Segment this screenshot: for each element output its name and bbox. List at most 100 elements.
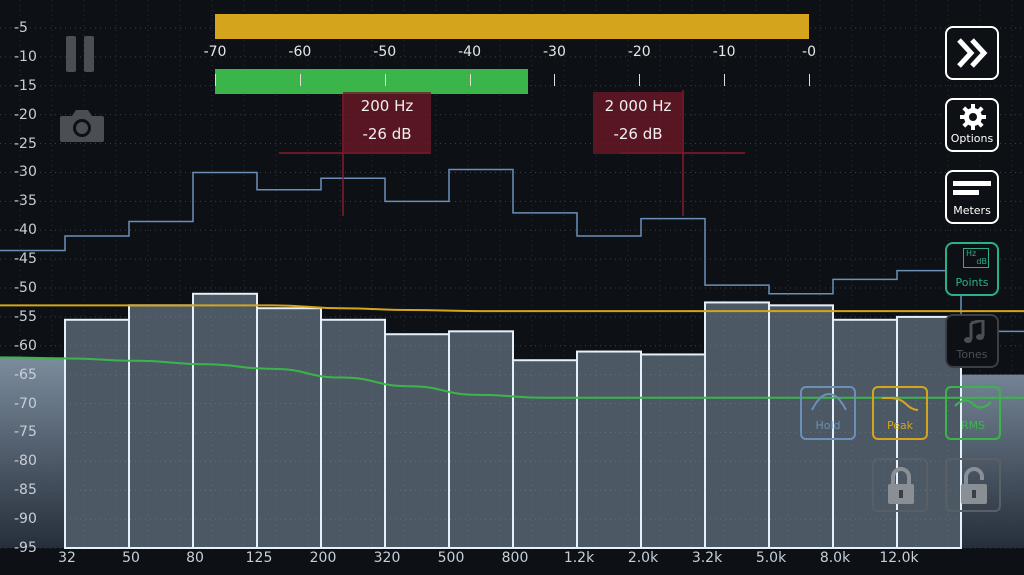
points-label: Points	[955, 276, 989, 289]
meters-icon	[953, 181, 991, 195]
y-tick-label: -5	[14, 20, 28, 36]
forward-button[interactable]	[945, 26, 999, 80]
x-tick-label: 800	[501, 550, 529, 566]
hold-label: Hold	[815, 419, 841, 432]
lock-button-2[interactable]	[945, 458, 1001, 512]
meter-tick	[639, 74, 641, 86]
spectrum-bar	[832, 318, 898, 549]
meter-tick-label: -50	[373, 44, 397, 60]
tones-button[interactable]: Tones	[945, 314, 999, 368]
spectrum-bar	[64, 318, 130, 549]
y-tick-label: -55	[14, 308, 37, 325]
spectrum-bar	[640, 353, 706, 550]
y-tick-label: -95	[14, 540, 37, 556]
meter-tick	[809, 74, 810, 86]
peak-button[interactable]: Peak	[872, 386, 928, 440]
meter-tick	[299, 74, 301, 86]
y-tick-label: -20	[14, 106, 37, 123]
y-tick-label: -80	[14, 453, 37, 470]
x-tick-label: 3.2k	[691, 550, 723, 566]
marker-freq: 2 000 Hz	[604, 97, 672, 115]
meter-tick-label: -0	[802, 44, 816, 60]
spectrum-bar	[448, 330, 514, 550]
meter-tick-label: -20	[627, 44, 651, 60]
points-button[interactable]: Hz dB Points	[945, 242, 999, 296]
rms-level-bar	[215, 69, 528, 94]
y-tick-label: -30	[14, 164, 37, 181]
x-tick-label: 80	[186, 550, 204, 566]
x-tick-label: 125	[245, 550, 273, 566]
y-tick-label: -35	[14, 193, 37, 210]
meter-tick	[215, 74, 216, 86]
unlock-icon	[958, 466, 990, 510]
y-tick-label: -75	[14, 424, 37, 441]
lock-button-1[interactable]	[872, 458, 928, 512]
y-tick-label: -40	[14, 222, 37, 239]
meter-tick-label: -10	[712, 44, 736, 60]
gear-icon	[960, 104, 986, 134]
hold-line	[0, 168, 1024, 333]
rms-label: RMS	[960, 419, 986, 432]
rms-curve-icon	[953, 392, 993, 416]
x-tick-label: 320	[373, 550, 401, 566]
y-tick-label: -50	[14, 280, 37, 296]
spectrum-bar	[576, 350, 642, 549]
spectrum-bar	[192, 292, 258, 549]
pause-icon[interactable]	[64, 36, 100, 72]
x-tick-label: 5.0k	[755, 550, 787, 566]
x-tick-label: 500	[437, 550, 465, 566]
double-chevron-right-icon	[953, 34, 991, 76]
hold-curve-icon	[810, 392, 848, 416]
spectrum-bar	[384, 333, 450, 549]
marker-2000hz-label[interactable]: 2 000 Hz -26 dB	[593, 92, 683, 154]
x-tick-label: 12.0k	[879, 550, 919, 566]
options-button[interactable]: Options	[945, 98, 999, 152]
y-tick-label: -85	[14, 482, 37, 499]
y-tick-label: -90	[14, 511, 37, 528]
x-tick-label: 32	[58, 550, 76, 566]
meter-tick	[469, 74, 471, 86]
meters-button[interactable]: Meters	[945, 170, 999, 224]
spectrum-bar	[128, 304, 194, 550]
x-tick-label: 200	[309, 550, 337, 566]
spectrum-bars	[64, 292, 962, 550]
x-tick-label: 50	[122, 550, 140, 566]
meter-tick	[384, 74, 386, 86]
options-label: Options	[950, 132, 994, 145]
meter-tick-label: -60	[288, 44, 312, 60]
meters-label: Meters	[953, 204, 991, 217]
x-tick-label: 2.0k	[627, 550, 659, 566]
marker-db: -26 dB	[613, 125, 663, 143]
y-tick-label: -25	[14, 135, 37, 152]
music-note-icon	[963, 318, 985, 348]
spectrum-bar	[704, 301, 770, 550]
points-icon: Hz dB	[963, 248, 989, 268]
x-tick-label: 8.0k	[819, 550, 851, 566]
meter-tick-label: -70	[203, 44, 227, 60]
spectrum-bar	[512, 359, 578, 549]
rms-button[interactable]: RMS	[945, 386, 1001, 440]
x-tick-label: 1.2k	[563, 550, 595, 566]
peak-curve-icon	[880, 392, 920, 416]
meter-tick-label: -40	[458, 44, 481, 60]
tones-label: Tones	[956, 348, 988, 361]
marker-freq: 200 Hz	[360, 97, 414, 115]
peak-curve	[0, 304, 1024, 313]
y-tick-label: -15	[14, 77, 37, 94]
y-tick-label: -65	[14, 366, 37, 383]
peak-level-bar	[215, 14, 809, 39]
meter-tick	[554, 74, 556, 86]
marker-db: -26 dB	[362, 125, 412, 143]
hold-button[interactable]: Hold	[800, 386, 856, 440]
lock-icon	[885, 466, 917, 510]
y-tick-label: -10	[14, 48, 37, 65]
marker-200hz-label[interactable]: 200 Hz -26 dB	[343, 92, 431, 154]
meter-tick-label: -30	[542, 44, 566, 60]
peak-label: Peak	[886, 419, 914, 432]
camera-icon[interactable]	[58, 106, 106, 144]
spectrum-bar	[320, 318, 386, 549]
meter-tick	[724, 74, 726, 86]
rms-curve	[0, 356, 1024, 399]
y-tick-label: -70	[14, 395, 37, 412]
